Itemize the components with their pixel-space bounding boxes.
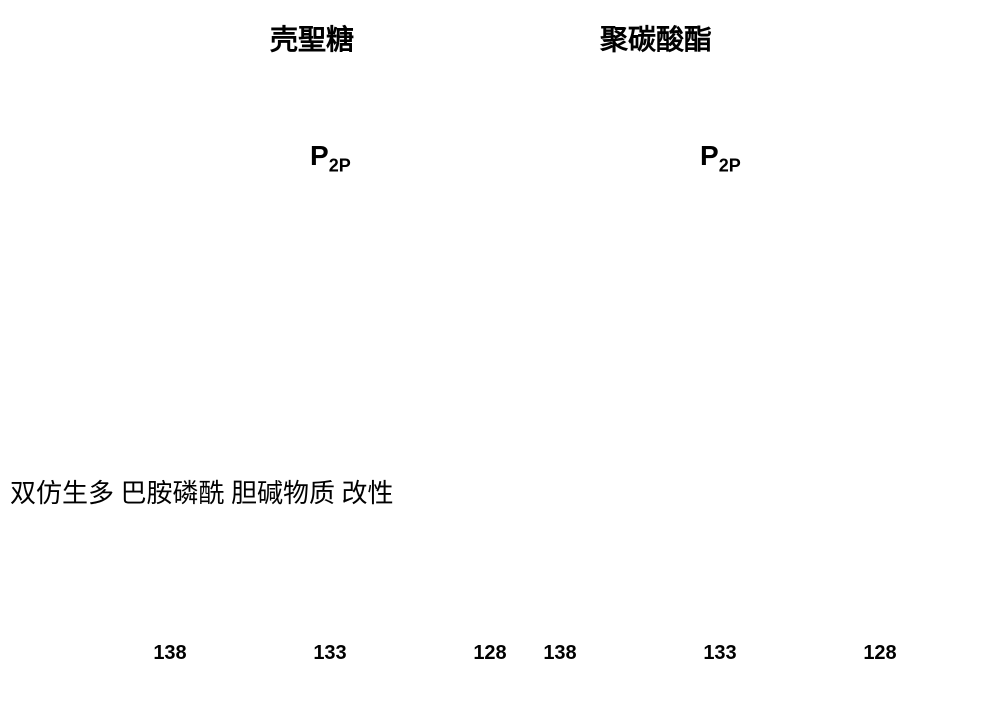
x-axis-polycarbonate xyxy=(560,613,880,635)
spectrum-polycarbonate_blank xyxy=(560,258,880,310)
tick-label: 133 xyxy=(313,642,346,665)
series-label-polycarbonate: P2P xyxy=(700,140,741,177)
column-header-chitosan: 壳聖糖 xyxy=(270,18,354,58)
spectrum-polycarbonate_modified xyxy=(560,455,880,565)
tick-label: 128 xyxy=(473,642,506,665)
x-axis-chitosan xyxy=(170,613,490,635)
spectrum-chitosan_blank xyxy=(170,258,490,310)
tick-label: 138 xyxy=(543,642,576,665)
tick-label: 128 xyxy=(863,642,896,665)
tick-label: 133 xyxy=(703,642,736,665)
series-label-chitosan: P2P xyxy=(310,140,351,177)
spectrum-chitosan_modified xyxy=(170,455,490,565)
tick-label: 138 xyxy=(153,642,186,665)
column-header-polycarbonate: 聚碳酸酯 xyxy=(600,18,712,58)
